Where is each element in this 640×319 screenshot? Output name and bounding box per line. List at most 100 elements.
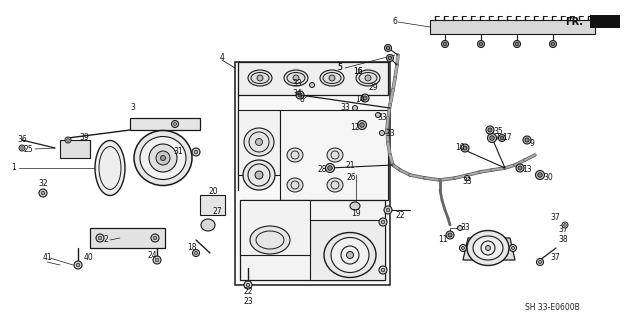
Ellipse shape — [365, 75, 371, 81]
Text: 2: 2 — [104, 235, 108, 244]
Ellipse shape — [327, 178, 343, 192]
Text: 10: 10 — [456, 144, 465, 152]
Ellipse shape — [255, 138, 262, 145]
Ellipse shape — [327, 148, 343, 162]
Ellipse shape — [248, 70, 272, 86]
Circle shape — [194, 150, 198, 154]
Circle shape — [387, 55, 394, 62]
Circle shape — [461, 246, 465, 249]
Text: 13: 13 — [522, 166, 532, 174]
Text: 16: 16 — [353, 68, 363, 77]
Text: 18: 18 — [188, 243, 196, 253]
Text: 33: 33 — [460, 224, 470, 233]
Circle shape — [39, 189, 47, 197]
Text: 37: 37 — [558, 226, 568, 234]
Circle shape — [536, 170, 545, 180]
Circle shape — [19, 145, 25, 151]
Text: 7: 7 — [494, 133, 499, 143]
Circle shape — [387, 46, 390, 50]
Circle shape — [500, 136, 504, 140]
Ellipse shape — [356, 70, 380, 86]
Polygon shape — [463, 238, 515, 260]
Ellipse shape — [201, 219, 215, 231]
Text: 9: 9 — [530, 138, 535, 147]
Polygon shape — [130, 118, 200, 130]
Circle shape — [488, 133, 497, 143]
Text: 22: 22 — [395, 211, 404, 219]
Text: 25: 25 — [23, 145, 33, 153]
Circle shape — [446, 231, 454, 239]
Circle shape — [461, 144, 469, 152]
Circle shape — [151, 234, 159, 242]
Circle shape — [444, 42, 447, 46]
Text: 39: 39 — [79, 133, 89, 143]
Circle shape — [516, 164, 524, 172]
Text: 12: 12 — [351, 123, 360, 132]
Text: 33: 33 — [340, 103, 350, 113]
Ellipse shape — [320, 70, 344, 86]
Circle shape — [562, 222, 568, 228]
Circle shape — [499, 135, 506, 142]
Text: 24: 24 — [147, 250, 157, 259]
Circle shape — [20, 147, 23, 149]
Ellipse shape — [465, 175, 470, 181]
Circle shape — [488, 128, 492, 132]
Ellipse shape — [140, 137, 186, 180]
Circle shape — [386, 208, 390, 212]
Ellipse shape — [287, 178, 303, 192]
Ellipse shape — [324, 233, 376, 278]
Ellipse shape — [353, 106, 358, 110]
Text: FR.: FR. — [565, 17, 583, 27]
Circle shape — [538, 173, 542, 177]
Text: 21: 21 — [345, 160, 355, 169]
Circle shape — [385, 44, 392, 51]
Text: 26: 26 — [346, 174, 356, 182]
Polygon shape — [240, 200, 385, 280]
Circle shape — [388, 56, 392, 60]
Circle shape — [76, 263, 80, 267]
Text: 33: 33 — [377, 114, 387, 122]
Circle shape — [525, 138, 529, 142]
Circle shape — [442, 41, 449, 48]
Ellipse shape — [380, 130, 385, 136]
Circle shape — [460, 244, 467, 251]
Text: 23: 23 — [243, 298, 253, 307]
Polygon shape — [235, 62, 390, 285]
Circle shape — [74, 261, 82, 269]
Circle shape — [511, 246, 515, 249]
Ellipse shape — [376, 113, 381, 117]
Circle shape — [513, 41, 520, 48]
Text: 19: 19 — [351, 209, 361, 218]
Text: 37: 37 — [550, 213, 560, 222]
Text: 5: 5 — [337, 63, 342, 72]
Text: 33: 33 — [292, 78, 302, 87]
Ellipse shape — [250, 226, 290, 254]
Text: 37: 37 — [550, 254, 560, 263]
Text: 33: 33 — [462, 177, 472, 187]
Text: 6: 6 — [392, 18, 397, 26]
Circle shape — [448, 233, 452, 237]
Polygon shape — [238, 62, 388, 95]
Text: 41: 41 — [42, 254, 52, 263]
Text: 27: 27 — [212, 207, 222, 217]
Ellipse shape — [134, 130, 192, 186]
Circle shape — [515, 42, 519, 46]
Text: 1: 1 — [12, 164, 17, 173]
Text: 8: 8 — [300, 94, 304, 103]
Text: 5: 5 — [337, 63, 342, 72]
Polygon shape — [590, 15, 620, 28]
Ellipse shape — [310, 83, 314, 87]
Circle shape — [379, 218, 387, 226]
Polygon shape — [280, 110, 388, 200]
Text: 20: 20 — [208, 187, 218, 196]
Circle shape — [153, 256, 161, 264]
Ellipse shape — [346, 251, 353, 258]
Circle shape — [296, 91, 304, 99]
Circle shape — [98, 236, 102, 240]
Ellipse shape — [473, 236, 503, 260]
Circle shape — [41, 191, 45, 195]
Ellipse shape — [287, 148, 303, 162]
Text: 11: 11 — [438, 234, 448, 243]
Text: 35: 35 — [493, 128, 503, 137]
Text: 28: 28 — [317, 166, 327, 174]
